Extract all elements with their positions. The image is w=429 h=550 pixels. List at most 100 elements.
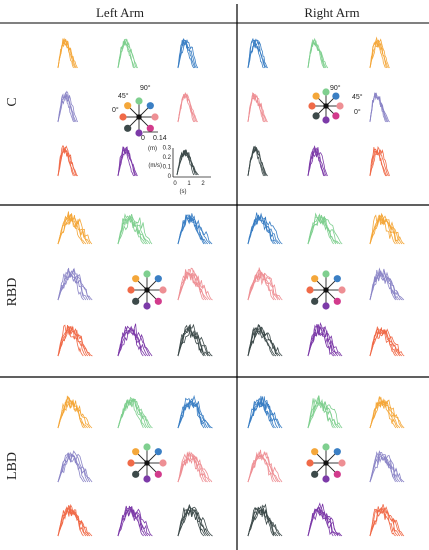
speed-trace bbox=[369, 212, 403, 245]
speed-trace bbox=[307, 401, 341, 429]
speed-trace bbox=[117, 325, 149, 357]
speed-trace bbox=[247, 503, 281, 537]
trace-bundle bbox=[177, 503, 213, 537]
angle-label-90: 90° bbox=[140, 84, 151, 92]
speed-trace bbox=[247, 272, 283, 301]
speed-tick: 0 bbox=[168, 174, 172, 180]
wheel-target bbox=[132, 275, 140, 283]
speed-trace bbox=[369, 214, 398, 245]
speed-trace bbox=[177, 214, 211, 245]
speed-trace bbox=[247, 38, 268, 69]
speed-trace bbox=[177, 324, 211, 357]
wheel-target bbox=[146, 124, 154, 132]
wheel-target bbox=[143, 443, 151, 451]
speed-tick: 0.2 bbox=[163, 155, 172, 161]
speed-trace bbox=[247, 92, 266, 123]
wheel-target bbox=[322, 88, 330, 96]
wheel-target bbox=[127, 286, 135, 294]
time-tick: 0 bbox=[173, 181, 177, 187]
speed-trace bbox=[57, 145, 76, 177]
speed-trace bbox=[369, 504, 403, 537]
speed-trace bbox=[176, 150, 199, 176]
speed-tick: 0.3 bbox=[163, 146, 172, 152]
speed-trace bbox=[307, 398, 336, 429]
wheel-target bbox=[159, 286, 167, 294]
trace-bundle bbox=[247, 449, 283, 483]
time-unit-label: (s) bbox=[180, 189, 187, 195]
speed-trace bbox=[369, 398, 399, 429]
speed-trace bbox=[177, 271, 208, 301]
trace-bundle bbox=[307, 212, 343, 245]
speed-trace bbox=[247, 326, 283, 357]
speed-trace bbox=[247, 507, 283, 537]
right-arm-header: Right Arm bbox=[304, 5, 360, 20]
speed-trace bbox=[369, 399, 403, 429]
speed-trace bbox=[117, 506, 153, 537]
speed-trace bbox=[247, 145, 268, 177]
wheel-target bbox=[154, 470, 162, 478]
speed-trace bbox=[247, 93, 268, 123]
wheel-target bbox=[336, 102, 344, 110]
trace-bundle bbox=[247, 395, 283, 429]
speed-trace bbox=[117, 398, 153, 429]
trace-bundle bbox=[177, 92, 198, 123]
trace-bundle bbox=[247, 92, 268, 123]
wheel-target bbox=[332, 92, 340, 100]
speed-trace bbox=[247, 396, 281, 429]
speed-trace bbox=[177, 214, 213, 245]
speed-trace bbox=[369, 269, 401, 301]
wheel-target bbox=[322, 443, 330, 451]
wheel-target bbox=[154, 297, 162, 305]
speed-trace bbox=[307, 38, 325, 69]
wheel-target bbox=[127, 459, 135, 467]
angle-label-90-right: 90° bbox=[330, 84, 341, 92]
speed-trace bbox=[177, 213, 205, 245]
speed-trace bbox=[307, 215, 343, 245]
trace-bundle bbox=[57, 90, 79, 123]
wheel-target bbox=[151, 113, 159, 121]
trace-bundle bbox=[177, 394, 213, 429]
speed-trace bbox=[369, 38, 390, 69]
speed-trace bbox=[177, 503, 206, 537]
wheel-target bbox=[338, 286, 346, 294]
direction-wheel-lbd-left bbox=[127, 443, 167, 483]
trace-bundle bbox=[369, 146, 390, 177]
speed-trace bbox=[57, 325, 93, 357]
speed-trace bbox=[307, 321, 343, 357]
speed-trace bbox=[177, 451, 211, 483]
speed-trace bbox=[57, 400, 93, 429]
speed-trace bbox=[177, 38, 196, 69]
speed-trace bbox=[177, 397, 205, 429]
time-tick: 1 bbox=[187, 181, 191, 187]
trace-bundle bbox=[57, 37, 78, 69]
speed-trace bbox=[369, 453, 405, 483]
trace-bundle bbox=[177, 267, 213, 301]
wheel-target bbox=[146, 102, 154, 110]
wheel-target bbox=[132, 297, 140, 305]
trace-bundle bbox=[247, 145, 268, 177]
wheel-target bbox=[311, 448, 319, 456]
trace-bundle bbox=[247, 212, 283, 245]
speed-trace bbox=[369, 396, 405, 429]
speed-trace bbox=[307, 506, 339, 537]
speed-trace bbox=[307, 324, 341, 357]
wheel-target bbox=[159, 459, 167, 467]
speed-trace bbox=[247, 215, 283, 245]
trace-bundle bbox=[307, 37, 329, 69]
wheel-center bbox=[144, 287, 150, 293]
speed-trace bbox=[117, 506, 151, 537]
wheel-center bbox=[323, 103, 329, 109]
angle-label-45: 45° bbox=[118, 92, 129, 100]
wheel-target bbox=[333, 275, 341, 283]
speed-trace bbox=[117, 328, 144, 357]
wheel-target bbox=[143, 302, 151, 310]
wheel-target bbox=[132, 470, 140, 478]
wheel-center bbox=[136, 114, 142, 120]
speed-trace bbox=[369, 267, 405, 301]
speed-unit-label: (m/s) bbox=[148, 163, 162, 169]
trace-bundle bbox=[117, 505, 153, 537]
speed-trace bbox=[57, 40, 77, 69]
wheel-target bbox=[124, 102, 132, 110]
wheel-target bbox=[306, 286, 314, 294]
